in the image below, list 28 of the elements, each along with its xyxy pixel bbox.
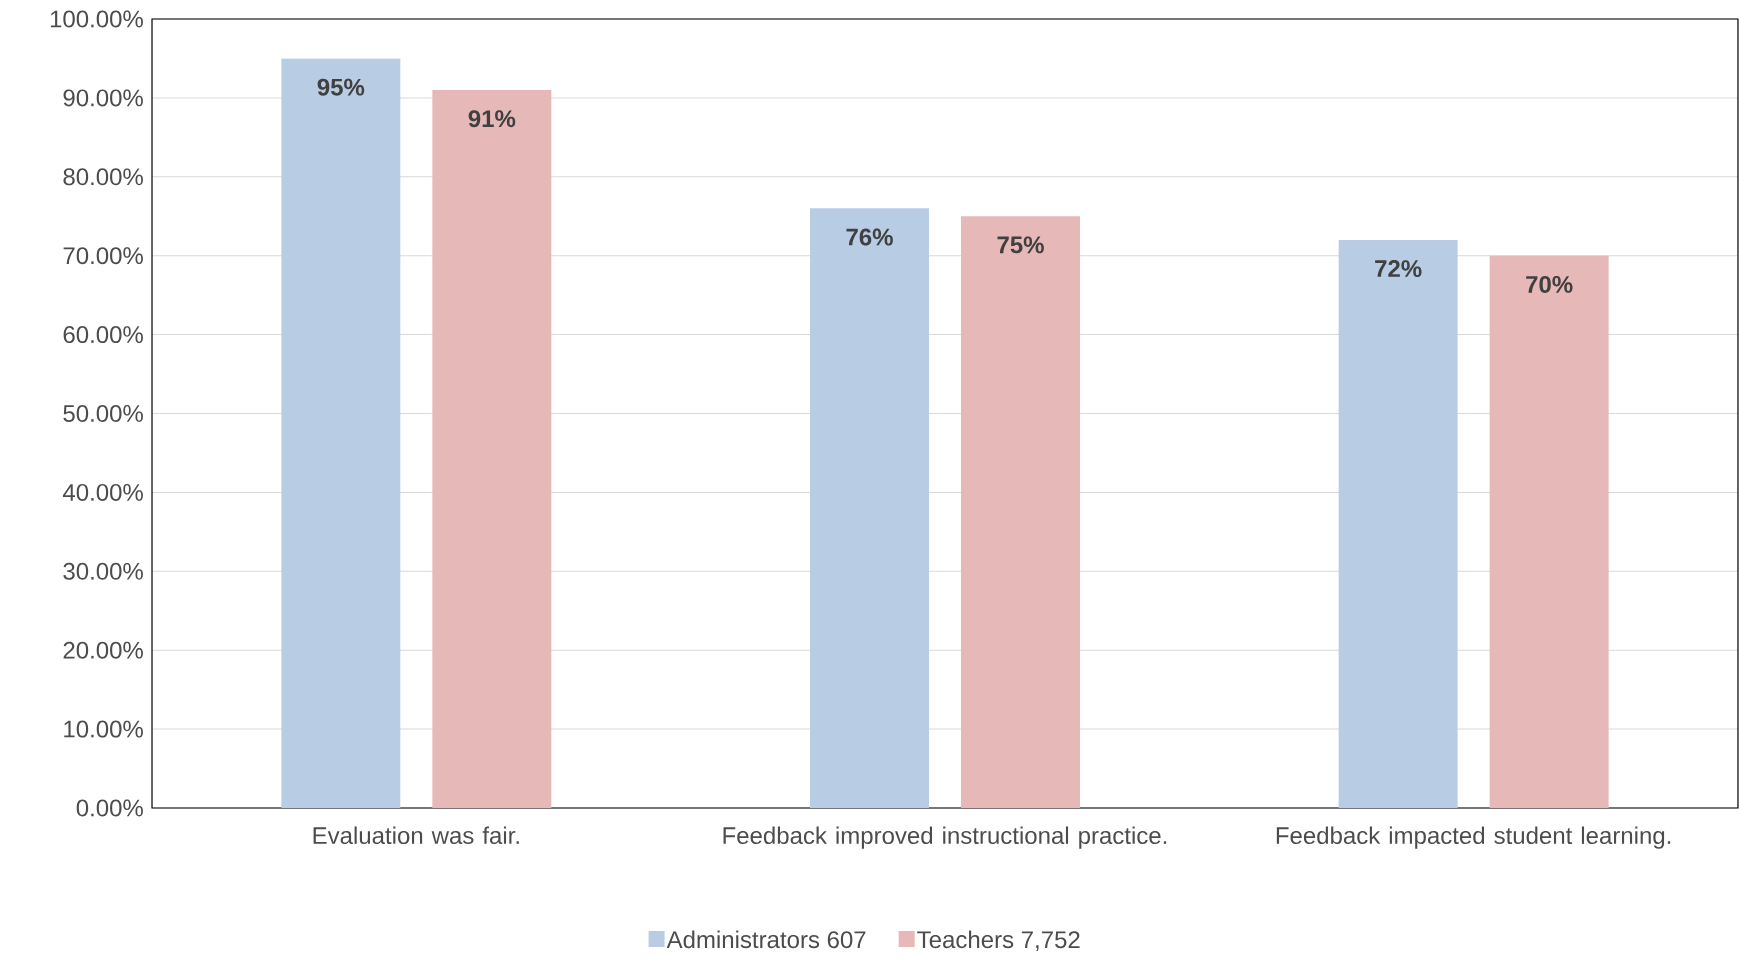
y-tick-label: 100.00% bbox=[50, 10, 143, 28]
data-label: 95% bbox=[317, 78, 365, 96]
y-tick-label: 50.00% bbox=[63, 405, 143, 422]
y-tick-label: 20.00% bbox=[63, 641, 143, 659]
bar bbox=[1489, 255, 1609, 808]
y-tick-label: 60.00% bbox=[63, 326, 143, 344]
y-tick-label: 80.00% bbox=[63, 168, 143, 186]
x-tick-label: Feedback improved instructional practice. bbox=[723, 826, 1167, 849]
y-tick-label: 70.00% bbox=[63, 247, 143, 265]
data-label: 75% bbox=[997, 236, 1044, 254]
bar bbox=[1338, 239, 1458, 808]
y-tick-label: 90.00% bbox=[63, 89, 143, 107]
bar bbox=[281, 58, 401, 808]
y-tick-label: 30.00% bbox=[63, 562, 143, 580]
data-label: 76% bbox=[846, 228, 893, 246]
x-tick-label: Feedback impacted student learning. bbox=[1276, 826, 1671, 849]
y-tick-label: 40.00% bbox=[62, 483, 143, 501]
bar bbox=[810, 208, 929, 808]
y-tick-label: 10.00% bbox=[64, 720, 143, 738]
x-tick-label: Evaluation was fair. bbox=[313, 826, 519, 845]
data-label: 91% bbox=[468, 110, 516, 128]
data-label: 70% bbox=[1526, 275, 1573, 293]
legend-label: Teachers 7,752 bbox=[917, 930, 1080, 951]
bar bbox=[432, 90, 552, 808]
data-label: 72% bbox=[1375, 260, 1422, 278]
y-tick-label: 0.00% bbox=[76, 799, 143, 817]
bar bbox=[960, 216, 1080, 808]
legend-label: Administrators 607 bbox=[666, 930, 866, 949]
